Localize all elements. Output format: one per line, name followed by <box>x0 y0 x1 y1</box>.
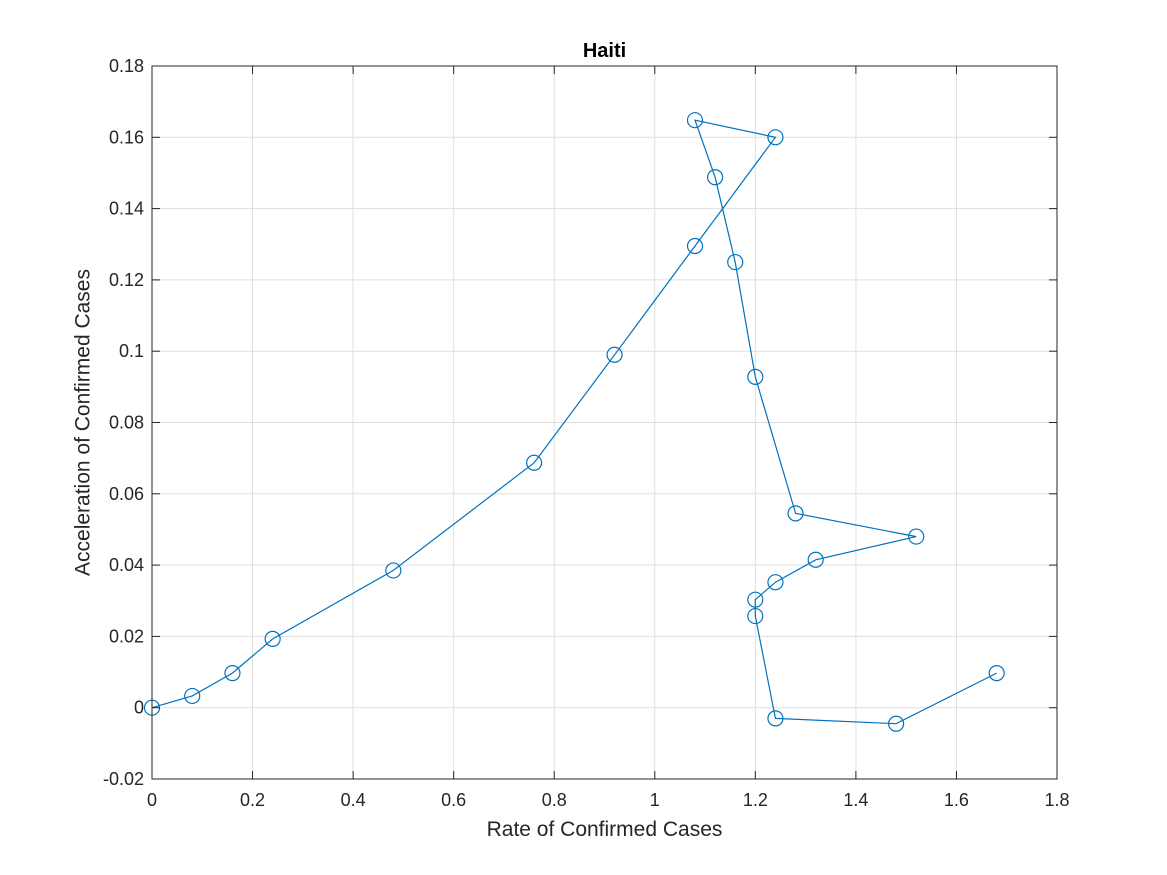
data-point <box>747 591 764 608</box>
chart-title: Haiti <box>583 40 626 62</box>
data-point <box>707 169 724 186</box>
data-point <box>787 505 804 522</box>
y-tick-label: 0.06 <box>109 484 144 504</box>
data-point <box>224 665 241 682</box>
data-point <box>686 237 704 255</box>
x-tick-label: 0.2 <box>240 790 265 810</box>
series-line <box>151 119 997 725</box>
data-point <box>686 112 704 129</box>
y-tick-label: 0.12 <box>109 270 144 290</box>
data-point <box>767 710 784 727</box>
data-point <box>747 368 764 385</box>
y-tick-label: 0 <box>134 698 144 718</box>
x-tick-label: 1 <box>650 790 660 810</box>
data-point <box>385 562 402 579</box>
data-point <box>184 687 201 705</box>
x-tick-label: 1.4 <box>843 790 868 810</box>
y-axis-label: Acceleration of Confirmed Cases <box>71 269 94 576</box>
data-point <box>747 607 764 625</box>
data-point <box>767 129 784 146</box>
x-tick-label: 0.6 <box>441 790 466 810</box>
data-point <box>908 528 925 545</box>
y-tick-label: 0.1 <box>119 341 144 361</box>
data-point <box>988 665 1005 682</box>
y-tick-label: 0.08 <box>109 413 144 433</box>
x-tick-label: 1.6 <box>944 790 969 810</box>
y-tick-label: 0.18 <box>109 56 144 76</box>
x-axis-label: Rate of Confirmed Cases <box>487 818 723 841</box>
y-tick-label: 0.16 <box>109 127 144 147</box>
data-point <box>264 630 281 647</box>
x-tick-label: 0.8 <box>542 790 567 810</box>
data-point <box>606 346 623 363</box>
y-tick-label: 0.14 <box>109 199 144 219</box>
data-point <box>526 454 543 471</box>
x-tick-label: 0 <box>147 790 157 810</box>
y-tick-label: -0.02 <box>103 769 144 789</box>
data-point <box>888 715 905 732</box>
x-tick-label: 0.4 <box>341 790 366 810</box>
x-tick-label: 1.8 <box>1044 790 1069 810</box>
data-point <box>767 574 784 591</box>
y-tick-label: 0.02 <box>109 626 144 646</box>
data-point <box>807 551 824 568</box>
ticks-group: 0 0.2 0.4 0.6 0.8 1 1.2 1.4 1.6 1.8-0.0200.020.04… <box>103 56 1070 810</box>
x-tick-label: 1.2 <box>743 790 768 810</box>
data-point <box>727 253 744 271</box>
grid <box>151 65 1058 780</box>
y-tick-label: 0.04 <box>109 555 144 575</box>
